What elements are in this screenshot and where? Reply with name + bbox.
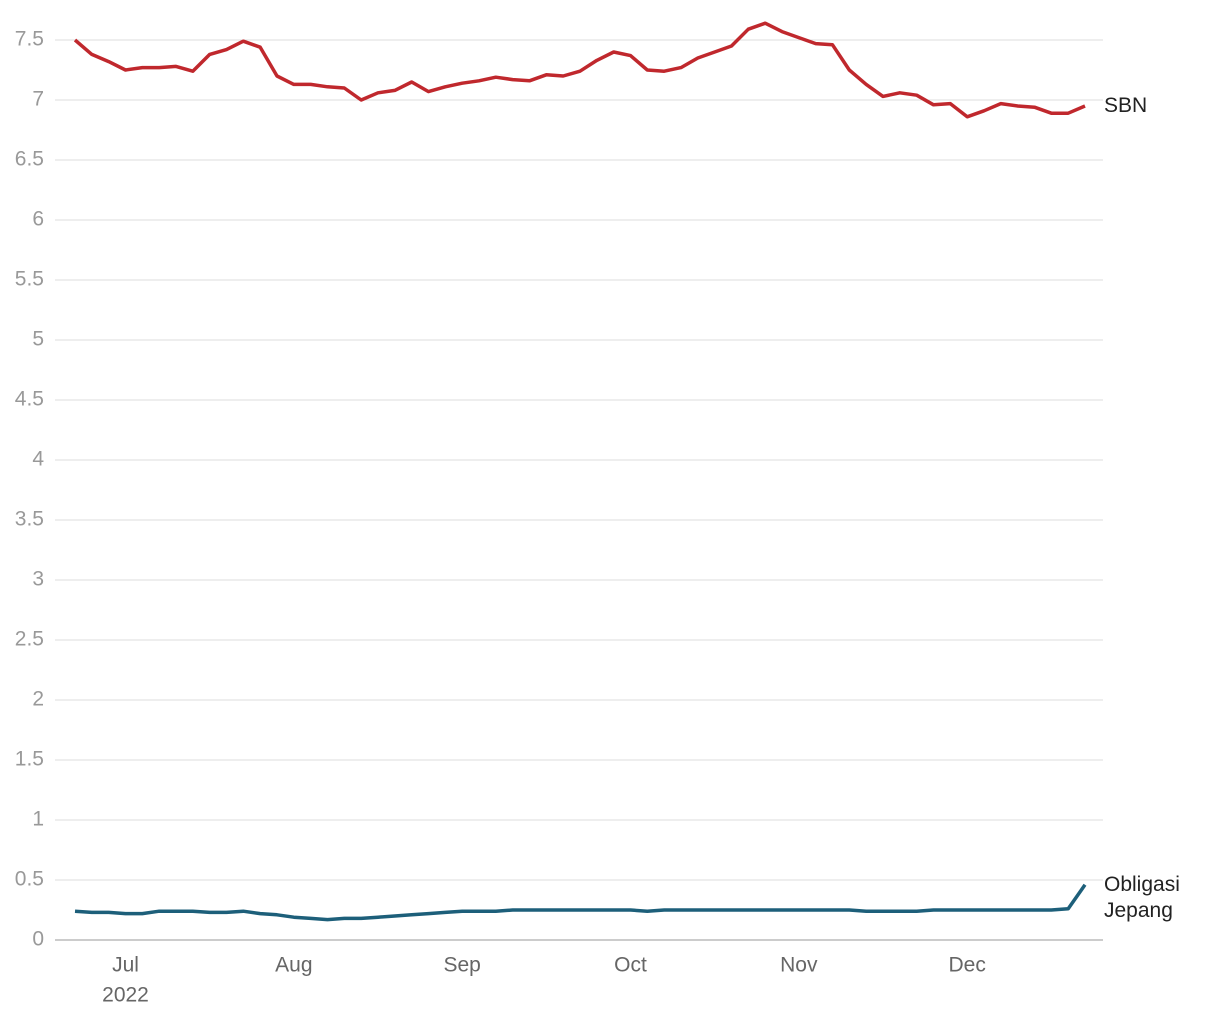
x-tick-label: Aug: [275, 954, 312, 977]
x-year-label: 2022: [102, 984, 149, 1007]
y-tick-label: 2.5: [15, 628, 44, 651]
y-tick-label: 4.5: [15, 388, 44, 411]
x-tick-label: Nov: [780, 954, 818, 977]
y-tick-label: 6.5: [15, 148, 44, 171]
series-line: [73, 21, 1086, 119]
y-tick-label: 3.5: [15, 508, 44, 531]
y-tick-label: 0: [32, 928, 44, 951]
y-tick-label: 1.5: [15, 748, 44, 771]
x-tick-label: Dec: [948, 954, 985, 977]
series-line: [74, 883, 1087, 922]
y-tick-label: 6: [32, 208, 44, 231]
y-tick-label: 2: [32, 688, 44, 711]
y-tick-label: 1: [32, 808, 44, 831]
y-tick-label: 0.5: [15, 868, 44, 891]
y-tick-label: 5.5: [15, 268, 44, 291]
y-tick-label: 7.5: [15, 28, 44, 51]
x-tick-label: Oct: [614, 954, 647, 977]
series-label: SBN: [1104, 94, 1148, 117]
y-tick-label: 7: [32, 88, 44, 111]
y-tick-label: 3: [32, 568, 44, 591]
y-tick-label: 4: [32, 448, 44, 471]
series-label: Obligasi Jepang: [1104, 872, 1180, 922]
x-tick-label: Sep: [443, 954, 480, 977]
y-tick-label: 5: [32, 328, 44, 351]
x-tick-label: Jul: [112, 954, 139, 977]
